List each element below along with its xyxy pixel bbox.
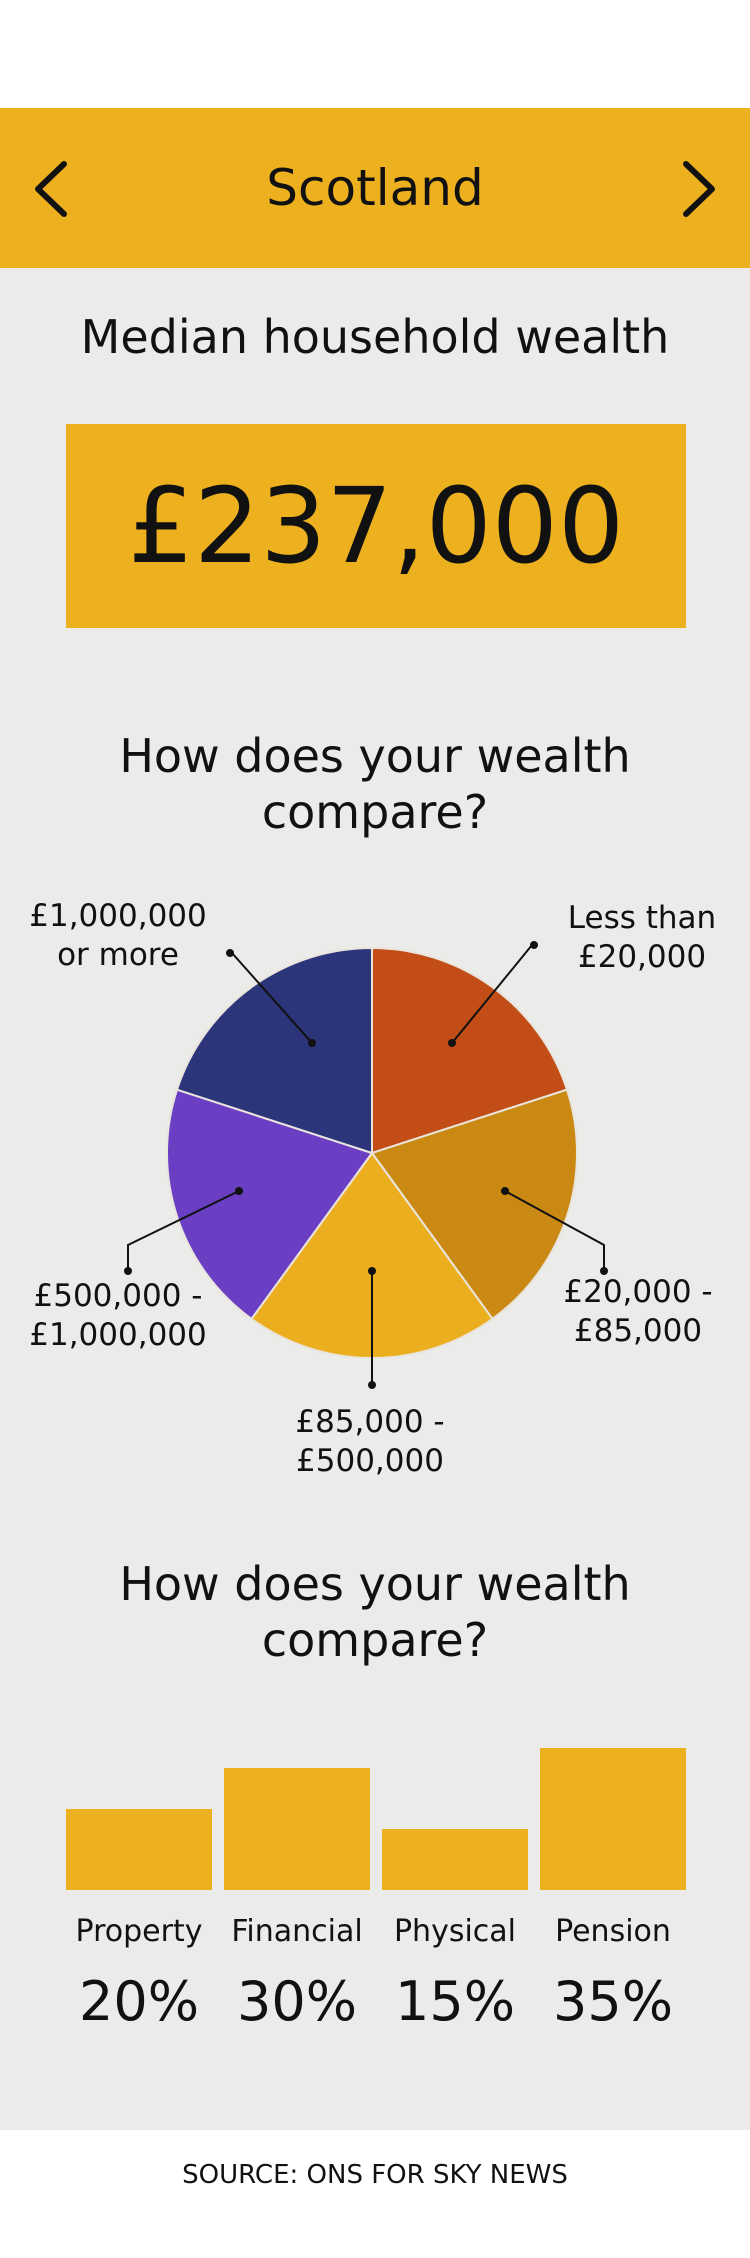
pie-slice	[370, 1088, 578, 1321]
pie-slice	[166, 1088, 374, 1321]
bar-percent-label: 30%	[236, 1970, 358, 2033]
chevron-left-icon	[35, 161, 67, 217]
pie-leader-dot	[368, 1267, 376, 1275]
wealth-type-bar-chart: Property 20% Financial 30% Physical 15% Pensio…	[0, 108, 750, 2130]
pie-slice	[371, 946, 569, 1155]
median-wealth-value: £237,000	[127, 465, 625, 587]
previous-region-button[interactable]	[20, 154, 90, 224]
median-wealth-title: Median household wealth	[80, 310, 670, 364]
pie-slice-label: £85,000 - £500,000	[280, 1403, 460, 1481]
content-panel: Scotland Median household wealth £237,00…	[0, 108, 750, 2130]
pie-leader-dot	[308, 1039, 316, 1047]
source-credit: SOURCE: ONS FOR SKY NEWS	[182, 2160, 568, 2190]
bar	[66, 1809, 212, 1890]
median-wealth-box: £237,000	[66, 424, 686, 628]
pie-slice-label-line1: £20,000 -	[563, 1274, 713, 1310]
pie-leader-line	[127, 1190, 240, 1271]
bar	[224, 1768, 370, 1890]
pie-slice-label: £1,000,000 or more	[28, 897, 208, 975]
bar-category-label: Physical	[393, 1914, 517, 1949]
bar-category-label: Property	[75, 1914, 203, 1949]
pie-slice-label-line1: £85,000 -	[295, 1404, 445, 1440]
pie-leader-dot	[501, 1187, 509, 1195]
bar-section-title-line1: How does your wealth	[119, 1557, 631, 1611]
pie-leader-dot	[368, 1381, 376, 1389]
pie-section-title-line2: compare?	[261, 785, 489, 839]
next-region-button[interactable]	[660, 154, 730, 224]
pie-slice	[175, 946, 373, 1155]
pie-slice-label-line2: £500,000	[296, 1443, 444, 1479]
pie-leader-line	[504, 1190, 605, 1271]
pie-leader-dot	[600, 1267, 608, 1275]
region-title: Scotland	[266, 159, 484, 217]
bar-section-title-line2: compare?	[261, 1613, 489, 1667]
pie-slice-label: £500,000 - £1,000,000	[28, 1277, 208, 1355]
pie-section-title-line1: How does your wealth	[119, 729, 631, 783]
bar-category-label: Financial	[231, 1914, 363, 1949]
wealth-distribution-pie-chart	[124, 941, 608, 1389]
bar-percent-label: 15%	[394, 1970, 516, 2033]
pie-slice-label: £20,000 - £85,000	[548, 1273, 728, 1351]
pie-leader-dot	[448, 1039, 456, 1047]
bar-percent-label: 20%	[78, 1970, 200, 2033]
pie-slice-label-line1: £1,000,000	[29, 898, 207, 934]
pie-slice-label-line2: £85,000	[573, 1313, 703, 1349]
bar	[540, 1748, 686, 1890]
pie-slice-label-line2: £1,000,000	[29, 1317, 207, 1353]
bar-section-title: How does your wealth compare?	[0, 1556, 750, 1668]
bar-category-label: Pension	[555, 1914, 671, 1949]
pie-slice-label-line1: £500,000 -	[33, 1278, 203, 1314]
pie-leader-dot	[235, 1187, 243, 1195]
pie-slice-label: Less than £20,000	[552, 899, 732, 977]
pie-leader-dot	[226, 949, 234, 957]
pie-leader-dot	[530, 941, 538, 949]
pie-leader-dot	[124, 1267, 132, 1275]
bar	[382, 1829, 528, 1890]
chevron-right-icon	[683, 161, 715, 217]
pie-slice-label-line1: Less than	[567, 900, 717, 936]
header-bar: Scotland	[0, 108, 750, 268]
pie-section-title: How does your wealth compare?	[0, 728, 750, 840]
bar-percent-label: 35%	[552, 1970, 674, 2033]
pie-slice-label-line2: £20,000	[577, 939, 707, 975]
pie-slice-label-line2: or more	[57, 937, 179, 973]
